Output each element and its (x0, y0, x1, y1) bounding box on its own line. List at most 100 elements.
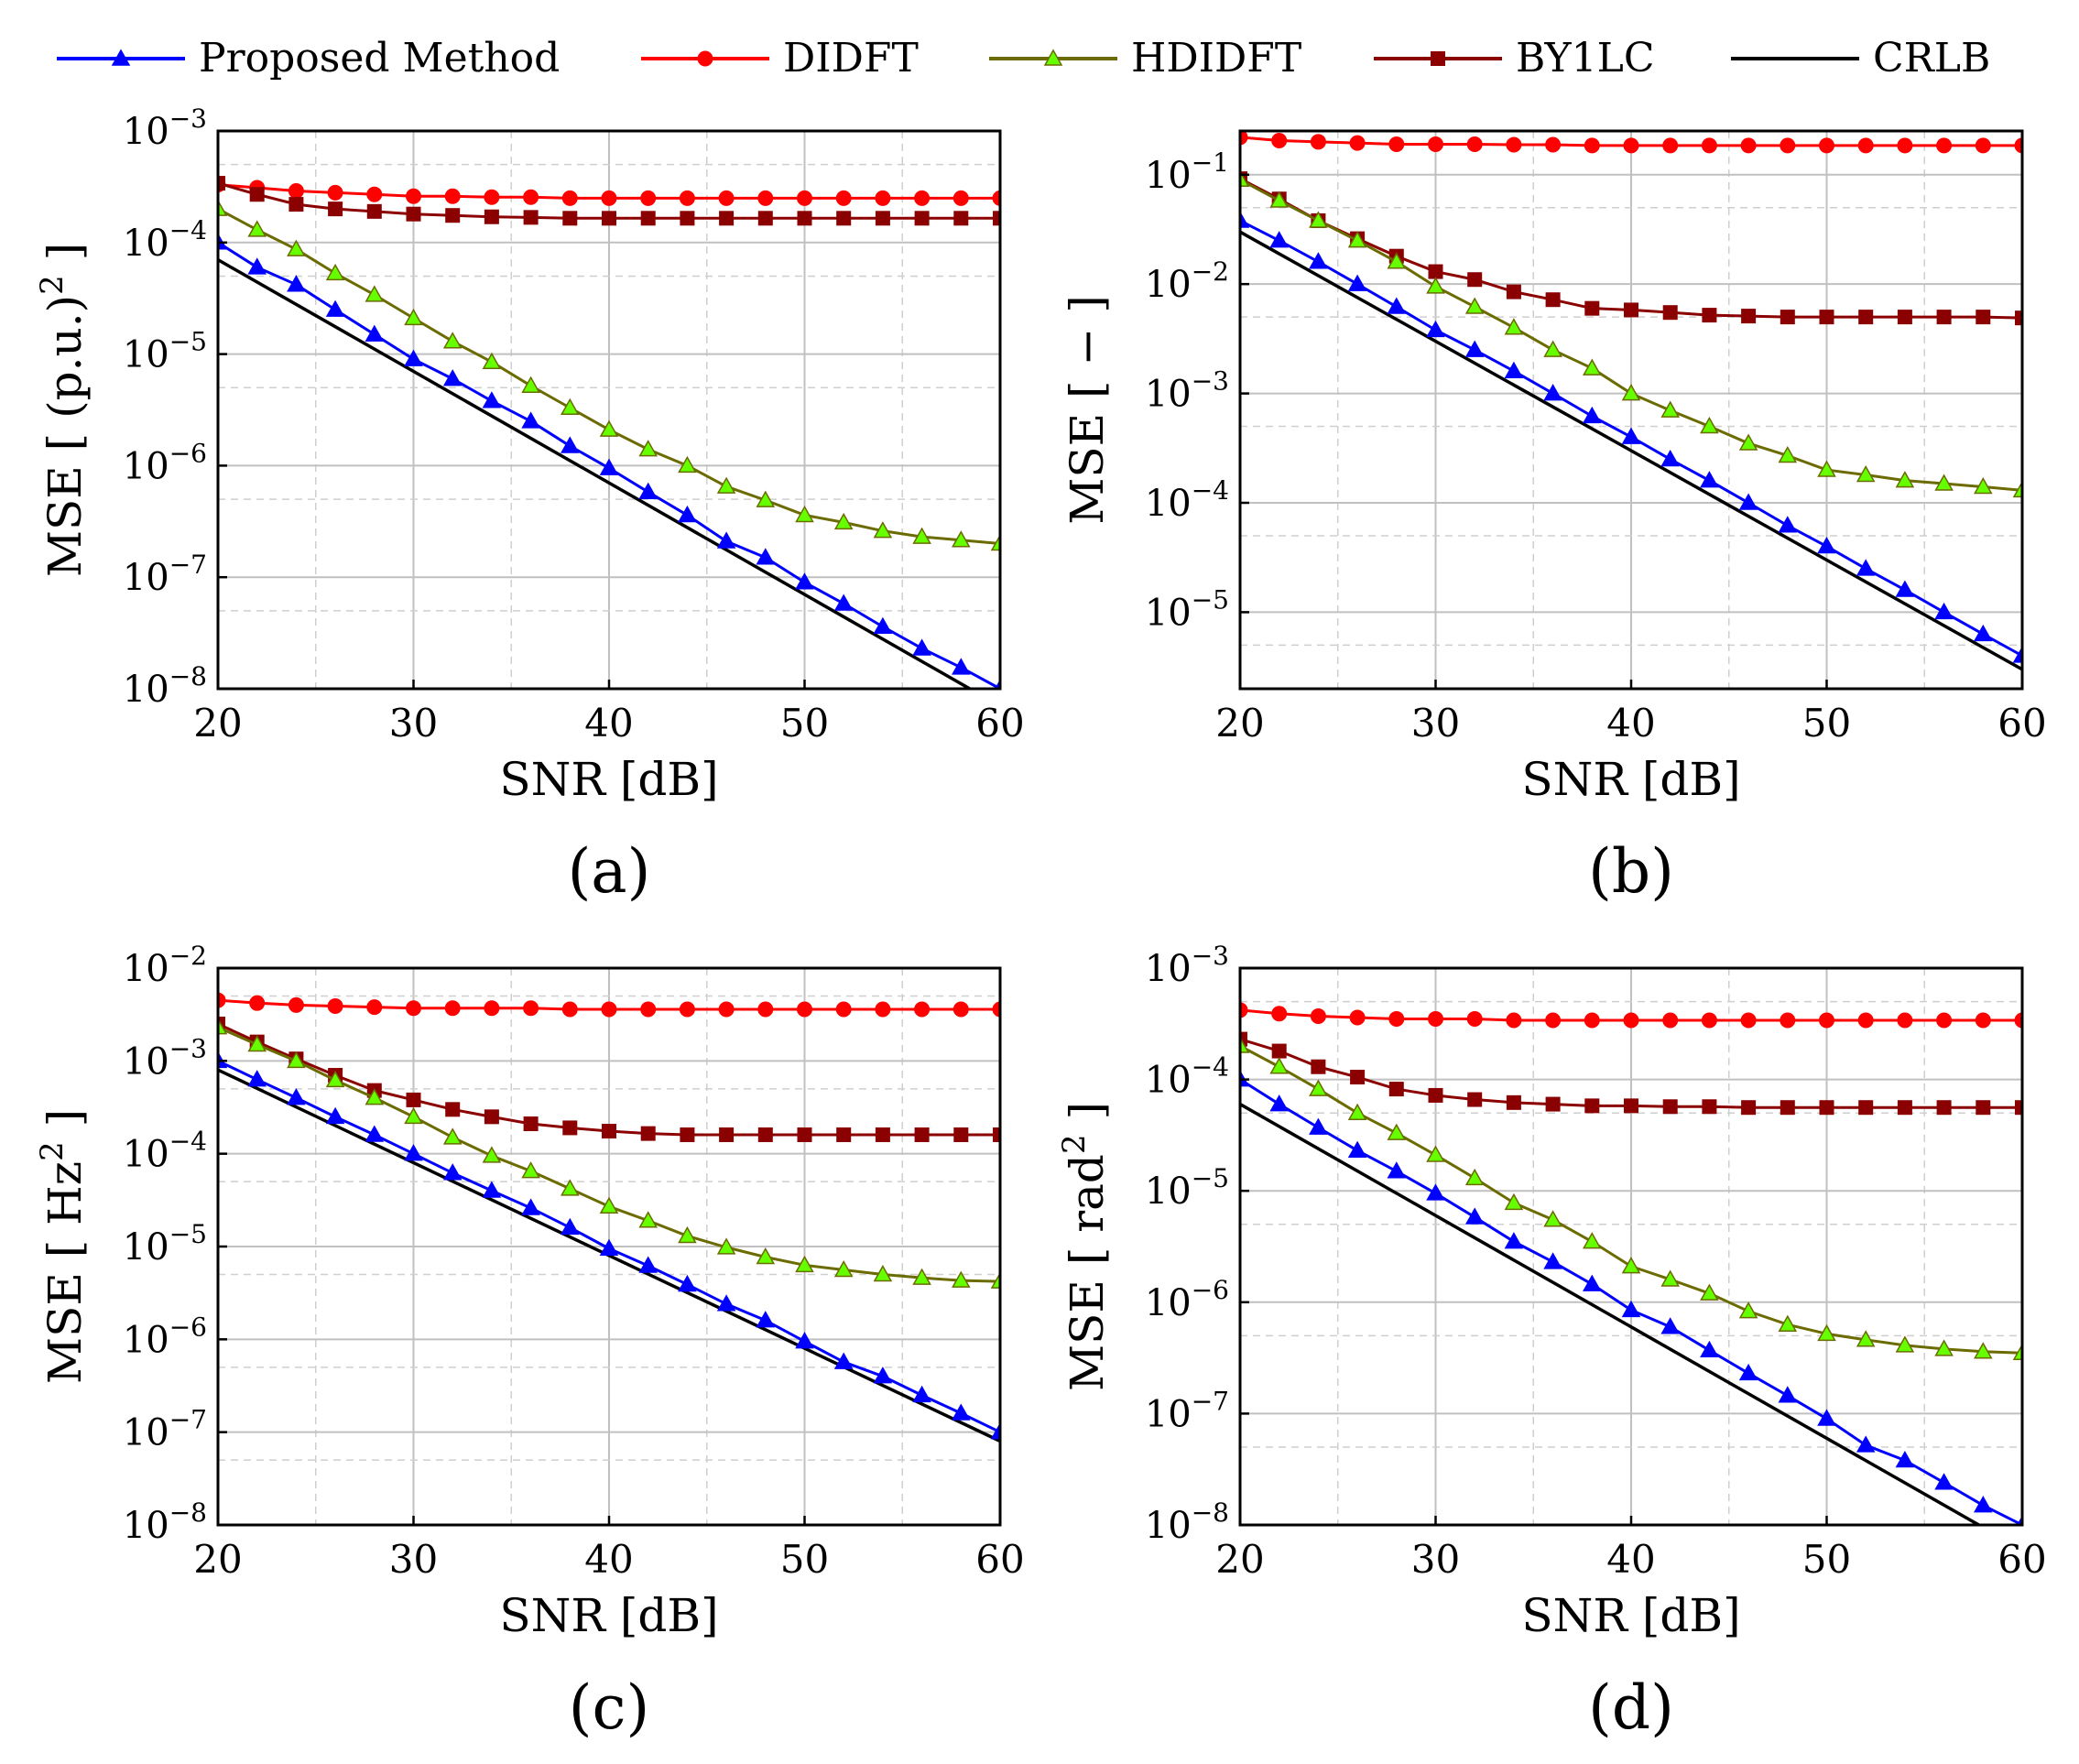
series-by1lc (1240, 171, 2022, 326)
data-point (1780, 1100, 1795, 1116)
data-point (1856, 464, 1876, 483)
data-point (1897, 1012, 1913, 1029)
x-tick-label: 60 (975, 701, 1024, 746)
y-tick-label: 10−7 (1145, 1386, 1229, 1435)
data-point (561, 1001, 578, 1018)
data-point (404, 308, 423, 326)
data-point (640, 190, 657, 206)
legend-marker (111, 49, 131, 66)
data-point (1662, 1099, 1678, 1115)
data-point (562, 211, 578, 226)
data-point (1976, 1100, 1991, 1116)
legend-item: CRLB (1731, 35, 1990, 82)
data-point (1778, 445, 1798, 463)
data-point (1856, 1435, 1876, 1453)
data-point (406, 1000, 421, 1017)
y-tick-label: 10−6 (123, 1312, 207, 1361)
data-point (873, 616, 893, 634)
data-point (1504, 1192, 1524, 1211)
y-tick-label: 10−5 (123, 327, 207, 376)
data-point (638, 482, 658, 499)
data-point (718, 190, 735, 206)
data-point (1660, 1317, 1680, 1334)
data-point (1466, 1010, 1483, 1027)
data-point (875, 190, 891, 206)
data-point (1387, 1123, 1407, 1140)
data-point (521, 1198, 540, 1215)
data-point (797, 190, 812, 206)
data-point (1506, 1012, 1522, 1029)
data-point (562, 1120, 578, 1136)
data-point (218, 176, 225, 191)
series-crlb (1240, 1103, 1983, 1525)
data-point (1895, 471, 1915, 488)
data-point (1974, 624, 1993, 642)
series-by1lc (1240, 1031, 2022, 1116)
data-point (914, 1127, 930, 1142)
data-point (640, 211, 656, 226)
y-tick-label: 10−2 (1145, 256, 1229, 306)
data-point (679, 190, 695, 206)
data-point (992, 1001, 1000, 1018)
data-point (521, 1161, 540, 1179)
data-point (1621, 1257, 1641, 1274)
data-point (1623, 1012, 1639, 1029)
data-point (1545, 1096, 1561, 1112)
data-point (1426, 1183, 1445, 1201)
data-point (1895, 1450, 1915, 1468)
data-point (444, 1000, 461, 1017)
data-point (1741, 309, 1757, 324)
data-point (247, 257, 267, 275)
data-point (716, 1294, 736, 1312)
data-point (442, 369, 463, 387)
data-point (1545, 292, 1561, 308)
data-point (406, 206, 421, 222)
x-tick-label: 30 (389, 1537, 438, 1582)
data-point (1621, 1300, 1641, 1318)
data-point (1464, 1207, 1485, 1225)
data-point (1701, 137, 1717, 154)
data-point (482, 352, 502, 369)
data-point (1426, 277, 1445, 294)
data-point (327, 184, 343, 201)
data-point (1428, 1010, 1443, 1027)
x-tick-label: 20 (1215, 1537, 1264, 1582)
data-point (482, 391, 502, 408)
x-tick-label: 20 (193, 701, 242, 746)
series-by1lc (218, 176, 1000, 226)
data-point (1464, 1168, 1485, 1186)
data-point (1936, 310, 1952, 325)
data-point (218, 1018, 228, 1035)
axis-ticks: 20 30 40 50 60 10−8 10−7 10−6 10−5 10−4 10−3 (1145, 941, 2047, 1582)
x-tick-label: 40 (1606, 701, 1655, 746)
series-hdidft (218, 199, 1000, 551)
data-point (601, 190, 617, 206)
data-point (1309, 252, 1328, 269)
data-point (912, 638, 931, 656)
data-point (716, 1237, 736, 1255)
data-point (952, 1270, 971, 1288)
data-point (1543, 1210, 1562, 1227)
data-point (1311, 1059, 1326, 1074)
y-axis-label: MSE [ (p.u.)2 ] (34, 243, 92, 577)
data-point (327, 997, 343, 1014)
data-point (1504, 318, 1524, 335)
data-point (1584, 1098, 1600, 1114)
data-point (1856, 559, 1876, 576)
data-point (482, 1146, 502, 1163)
data-point (325, 299, 345, 317)
data-point (1738, 493, 1758, 510)
data-point (993, 1127, 1000, 1142)
axis-ticks: 20 30 40 50 60 10−8 10−7 10−6 10−5 10−4 10−3 (123, 103, 1025, 746)
data-point (1702, 1099, 1717, 1115)
y-tick-label: 10−5 (1145, 584, 1229, 634)
data-point (1778, 1314, 1798, 1332)
data-point (1817, 1409, 1836, 1426)
y-axis-label: MSE [ − ] (1061, 295, 1114, 525)
y-tick-label: 10−3 (1145, 941, 1229, 990)
x-tick-label: 30 (1411, 1537, 1460, 1582)
data-point (952, 190, 969, 206)
data-point (1857, 137, 1874, 154)
data-point (756, 1247, 776, 1265)
data-point (1936, 137, 1953, 154)
